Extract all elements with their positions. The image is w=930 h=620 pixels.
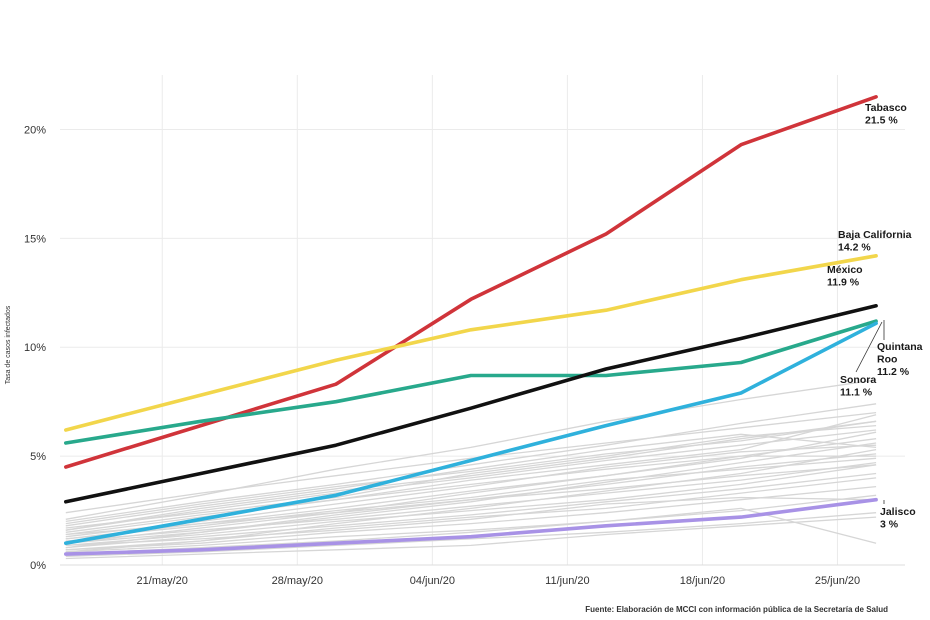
series-line-sonora [64,321,878,546]
background-series-line [65,420,877,531]
highlighted-series [64,95,878,556]
y-tick-label: 15% [24,233,46,245]
series-label-sonora: Sonora 11.1 % [840,374,876,399]
x-tick-label: 04/jun/20 [410,575,455,587]
x-tick-label: 21/may/20 [137,575,188,587]
background-series-line [65,485,877,551]
background-series [65,379,877,560]
series-label-baja-california: Baja California 14.2 % [838,229,912,254]
background-series-line [65,420,877,525]
background-series-line [65,379,877,520]
y-axis-label: Tasa de casos infectados [5,305,12,384]
source-note: Fuente: Elaboración de MCCI con informac… [585,605,888,614]
x-axis: 21/may/20 28/may/20 04/jun/20 11/jun/20 18/j… [137,575,861,587]
background-series-line [65,494,877,555]
background-series-line [65,457,877,540]
x-tick-label: 28/may/20 [272,575,323,587]
background-series-line [65,477,877,551]
background-series-line [65,464,877,547]
background-series-line [65,403,877,523]
background-series-line [65,461,877,542]
background-series-line [65,507,877,553]
background-series-line [65,414,877,536]
series-label-quintana-roo: Quintana Roo 11.2 % [877,341,923,378]
x-tick-label: 25/jun/20 [815,575,860,587]
background-series-line [65,411,877,514]
y-axis: 0% 5% 10% 15% 20% [24,124,46,572]
series-line-jalisco [64,497,878,556]
background-series-line [65,516,877,560]
series-label-m-xico: México 11.9 % [827,264,863,289]
y-tick-label: 0% [30,560,46,572]
background-series-line [65,429,877,531]
background-series-line [65,455,877,533]
x-tick-label: 11/jun/20 [545,575,589,587]
background-series-line [65,424,877,529]
background-series-line [65,472,877,549]
x-tick-label: 18/jun/20 [680,575,725,587]
background-series-line [65,444,877,538]
background-series-line [65,433,877,527]
series-line-m-xico [64,303,878,504]
y-tick-label: 10% [24,342,46,354]
series-line-baja-california [64,254,878,432]
series-line-tabasco [64,95,878,469]
series-labels: Tabasco 21.5 % Baja California 14.2 % Quinta… [827,102,923,531]
y-tick-label: 5% [30,451,46,463]
y-tick-label: 20% [24,124,46,136]
leader-line-sonora [855,321,883,373]
background-series-line [65,496,877,547]
series-line-quintana-roo [64,319,878,445]
series-label-jalisco: Jalisco 3 % [880,506,916,531]
background-series-line [65,453,877,544]
background-series-line [65,512,877,557]
series-label-tabasco: Tabasco 21.5 % [865,102,907,127]
